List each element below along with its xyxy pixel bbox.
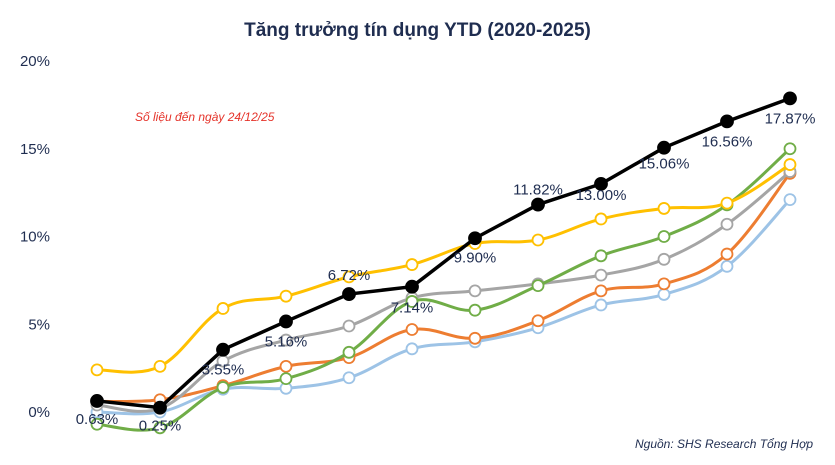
series-3-point (720, 217, 734, 231)
series-line-1 (95, 198, 792, 416)
data-label: 9.90% (454, 249, 497, 266)
series-5-point (657, 202, 671, 215)
series-5-point (594, 212, 608, 226)
chart-title: Tăng trưởng tín dụng YTD (2020-2025) (244, 20, 591, 41)
series-4-point (153, 421, 167, 435)
series-4-point (657, 230, 671, 243)
series-5-point (90, 363, 104, 377)
source-note: Nguồn: SHS Research Tổng Hợp (634, 437, 813, 451)
series-6-point (468, 231, 482, 246)
series-4-point (279, 372, 293, 386)
series-5-point (531, 233, 545, 247)
series-2-point (594, 284, 608, 298)
y-tick-label: 0% (28, 404, 50, 421)
series-5-point (783, 158, 797, 171)
series-3-point (279, 333, 293, 347)
data-label: 16.56% (702, 133, 753, 150)
series-2-point (720, 247, 734, 261)
data-label: 0.25% (139, 418, 182, 435)
series-line-3 (95, 170, 792, 413)
series-6-point (216, 342, 230, 357)
series-line-6 (95, 96, 792, 410)
series-line-5 (95, 163, 792, 374)
series-1-point (720, 259, 734, 273)
data-label: 13.00% (576, 187, 627, 204)
series-3-point (468, 284, 482, 298)
series-4-point (405, 295, 419, 308)
y-tick-label: 10% (20, 229, 50, 246)
series-3-point (657, 252, 671, 266)
data-label: 5.16% (265, 333, 308, 350)
series-2-point (279, 359, 293, 373)
series-4-point (90, 417, 104, 431)
y-tick-label: 5% (28, 316, 50, 333)
series-4-point (342, 345, 356, 359)
series-2-point (657, 277, 671, 291)
series-5-point (279, 289, 293, 303)
series-4-point (531, 279, 545, 293)
data-label: 3.55% (202, 362, 245, 379)
series-1-point (342, 371, 356, 385)
data-label: 17.87% (765, 110, 816, 127)
data-label: 7.14% (391, 300, 434, 317)
series-line-4 (95, 147, 792, 432)
series-2-point (468, 331, 482, 345)
data-label: 6.72% (328, 267, 371, 284)
y-tick-label: 20% (20, 53, 50, 70)
y-tick-label: 15% (20, 141, 50, 158)
series-5-point (720, 196, 734, 210)
data-date-note: Số liệu đến ngày 24/12/25 (135, 110, 275, 124)
data-label: 11.82% (513, 182, 563, 199)
series-5-point (342, 270, 356, 284)
series-6-point (720, 114, 734, 129)
series-1-point (594, 298, 608, 312)
data-label: 15.06% (639, 156, 690, 173)
series-1-point (405, 342, 419, 356)
series-3-point (342, 319, 356, 333)
series-5-point (216, 302, 230, 315)
series-2-point (405, 323, 419, 336)
series-6-point (342, 287, 356, 301)
series-6-point (279, 314, 293, 329)
series-6-point (90, 394, 104, 408)
series-1-point (783, 193, 797, 207)
series-5-point (153, 359, 167, 373)
series-6-point (531, 197, 545, 212)
series-6-point (783, 91, 797, 106)
series-6-point (153, 400, 167, 415)
series-6-point (405, 279, 419, 294)
series-6-point (657, 140, 671, 155)
series-4-point (216, 381, 230, 394)
series-4-point (594, 249, 608, 263)
series-3-point (594, 268, 608, 282)
series-4-point (783, 142, 797, 156)
series-4-point (468, 303, 482, 317)
data-label: 0.63% (76, 411, 119, 428)
series-6-point (594, 176, 608, 191)
series-5-point (405, 258, 419, 271)
series-2-point (531, 314, 545, 328)
series-1-point (657, 288, 671, 301)
